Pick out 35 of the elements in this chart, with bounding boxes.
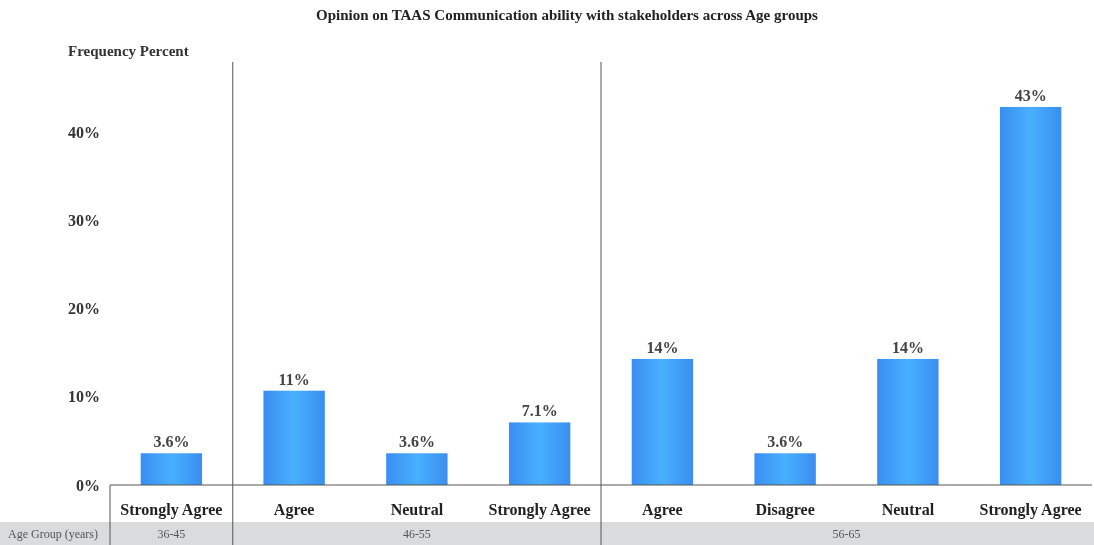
- data-label: 14%: [646, 338, 679, 356]
- bar: [631, 358, 694, 485]
- data-label: 3.6%: [767, 433, 804, 451]
- data-label: 11%: [278, 370, 310, 388]
- bar: [386, 453, 448, 485]
- text: 56-65: [832, 527, 861, 541]
- text: Age Group (years): [8, 527, 98, 541]
- data-label: 3.6%: [153, 433, 190, 451]
- y-tick-label: 0%: [76, 476, 100, 494]
- data-label: 7.1%: [521, 402, 558, 420]
- bar: [508, 422, 571, 485]
- x-tick-label: Strongly Agree: [488, 501, 591, 519]
- text: 36-45: [157, 527, 186, 541]
- y-tick-label: 20%: [68, 300, 100, 318]
- bar: [999, 106, 1062, 485]
- data-label: 14%: [891, 338, 924, 356]
- y-tick-label: 40%: [68, 124, 100, 142]
- y-tick-label: 30%: [68, 212, 100, 230]
- x-tick-label: Agree: [642, 501, 683, 519]
- x-tick-label: Strongly Agree: [979, 501, 1082, 519]
- x-tick-label: Neutral: [881, 501, 935, 518]
- y-axis-title: Frequency Percent: [68, 43, 189, 59]
- x-tick-label: Neutral: [390, 501, 444, 518]
- x-tick-label: Agree: [273, 501, 315, 519]
- bar: [140, 453, 203, 485]
- bar: [263, 390, 325, 485]
- data-label: 43%: [1014, 86, 1047, 104]
- bar: [754, 453, 816, 485]
- y-tick-label: 10%: [68, 388, 100, 406]
- x-tick-label: Disagree: [755, 501, 815, 519]
- text: 46-55: [402, 527, 431, 541]
- chart-title: Opinion on TAAS Communication ability with stakeholders across Age groups: [316, 7, 819, 23]
- bar: [877, 358, 939, 485]
- x-tick-label: Strongly Agree: [120, 501, 223, 519]
- data-label: 3.6%: [398, 433, 435, 451]
